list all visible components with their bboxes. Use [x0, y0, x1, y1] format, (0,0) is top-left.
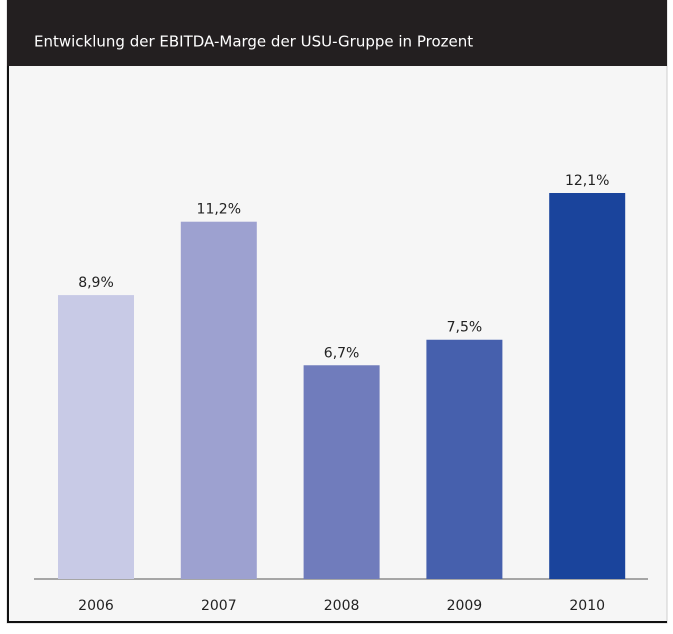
x-tick-label: 2008: [324, 598, 360, 614]
bar: [549, 193, 626, 579]
bar: [303, 365, 380, 579]
chart-title: Entwicklung der EBITDA-Marge der USU-Gru…: [34, 33, 473, 51]
bar: [426, 339, 503, 579]
bar: [58, 295, 134, 579]
title-bar: [7, 0, 667, 66]
data-label: 7,5%: [447, 320, 483, 336]
data-label: 11,2%: [197, 202, 241, 218]
data-label: 12,1%: [565, 173, 609, 189]
data-label: 6,7%: [324, 345, 360, 361]
x-tick-label: 2009: [447, 598, 483, 614]
x-tick-label: 2006: [78, 598, 114, 614]
bar: [180, 221, 257, 579]
data-label: 8,9%: [78, 275, 114, 291]
x-tick-label: 2007: [201, 598, 237, 614]
x-tick-label: 2010: [569, 598, 605, 614]
